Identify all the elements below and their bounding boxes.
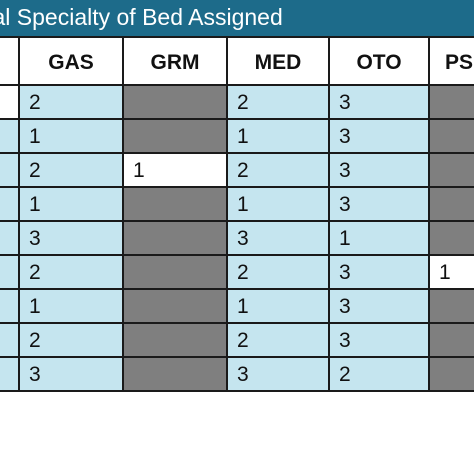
table-cell [430,324,474,358]
table-cell [430,154,474,188]
table-cell [0,358,20,392]
table-cell: 1 [430,256,474,290]
table-cell: 3 [330,324,430,358]
table-cell: 3 [330,256,430,290]
table-cell [124,188,228,222]
table-cell: 1 [124,154,228,188]
table-cell [0,86,20,120]
table-cell: 2 [330,358,430,392]
table-cell [124,256,228,290]
table-cell [430,290,474,324]
table-cell: 3 [228,222,330,256]
table-cell: 2 [228,256,330,290]
table-cell [0,154,20,188]
table-cell: 2 [20,256,124,290]
table-cell: 2 [20,86,124,120]
table-cell: 2 [228,324,330,358]
column-header: MED [228,36,330,86]
table-cell: 3 [330,188,430,222]
column-header: PS [430,36,474,86]
table-cell [0,222,20,256]
table-cell [430,120,474,154]
table-cell: 3 [330,154,430,188]
table-cell [124,290,228,324]
table-cell: 3 [330,120,430,154]
table-cell: 3 [20,358,124,392]
table-cell [430,222,474,256]
bed-specialty-table: GAS GRM MED OTO PS 2 2 3 1 1 3 2 1 2 3 1 1 3 3 3 1 2 2 3 1 1 1 3 2 2 3… [0,36,474,474]
table-cell: 1 [330,222,430,256]
column-header: GAS [20,36,124,86]
table-cell [0,324,20,358]
table-cell [124,324,228,358]
table-cell: 2 [228,86,330,120]
table-cell: 2 [228,154,330,188]
table-cell [0,290,20,324]
table-cell [124,222,228,256]
table-cell [430,188,474,222]
table-cell [0,256,20,290]
table-title: cal Specialty of Bed Assigned [0,4,283,30]
column-header: GRM [124,36,228,86]
table-cell: 3 [330,290,430,324]
column-header: OTO [330,36,430,86]
table-cell: 1 [228,290,330,324]
table-cell [124,120,228,154]
table-cell: 1 [20,120,124,154]
table-cell: 2 [20,324,124,358]
table-cell: 1 [20,290,124,324]
table-cell: 3 [228,358,330,392]
table-cell: 1 [228,188,330,222]
table-cell [124,86,228,120]
table-cell [124,358,228,392]
column-header [0,36,20,86]
table-cell: 2 [20,154,124,188]
table-cell: 1 [20,188,124,222]
table-cell: 3 [330,86,430,120]
table-cell [0,188,20,222]
table-cell [430,86,474,120]
table-title-bar: cal Specialty of Bed Assigned [0,0,474,36]
table-cell [430,358,474,392]
table-cell: 3 [20,222,124,256]
table-cell: 1 [228,120,330,154]
table-cell [0,120,20,154]
